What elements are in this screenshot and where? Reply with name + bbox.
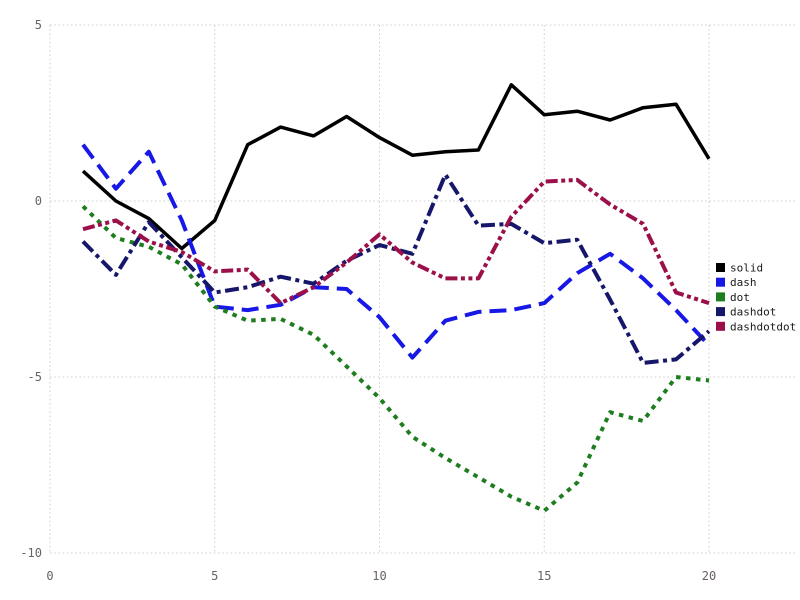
legend-swatch-dash	[716, 277, 725, 287]
series-line-dash	[81, 143, 711, 360]
x-tick-label: 5	[211, 569, 218, 583]
legend-swatch-solid	[716, 263, 725, 272]
x-tick-label: 15	[537, 569, 551, 583]
series-line-solid	[81, 83, 711, 251]
legend-label-dash: dash	[730, 276, 757, 289]
series-line-dashdotdot	[82, 177, 710, 306]
y-tick-label: 5	[35, 18, 42, 32]
x-tick-label: 10	[372, 569, 386, 583]
x-tick-label: 20	[702, 569, 716, 583]
y-tick-label: -10	[20, 546, 42, 560]
y-tick-label: 0	[35, 194, 42, 208]
x-tick-label: 0	[46, 569, 53, 583]
legend-swatch-dot	[716, 292, 725, 302]
legend-label-dashdotdot: dashdotdot	[730, 320, 796, 333]
y-tick-label: -5	[28, 370, 42, 384]
legend-swatch-dashdot	[716, 307, 725, 317]
legend-label-solid: solid	[730, 262, 763, 275]
series-line-dot	[81, 204, 710, 513]
series-line-dashdot	[81, 172, 711, 365]
legend-swatch-dashdotdot	[716, 321, 725, 331]
legend-label-dot: dot	[730, 291, 750, 304]
legend-label-dashdot: dashdot	[730, 306, 776, 319]
